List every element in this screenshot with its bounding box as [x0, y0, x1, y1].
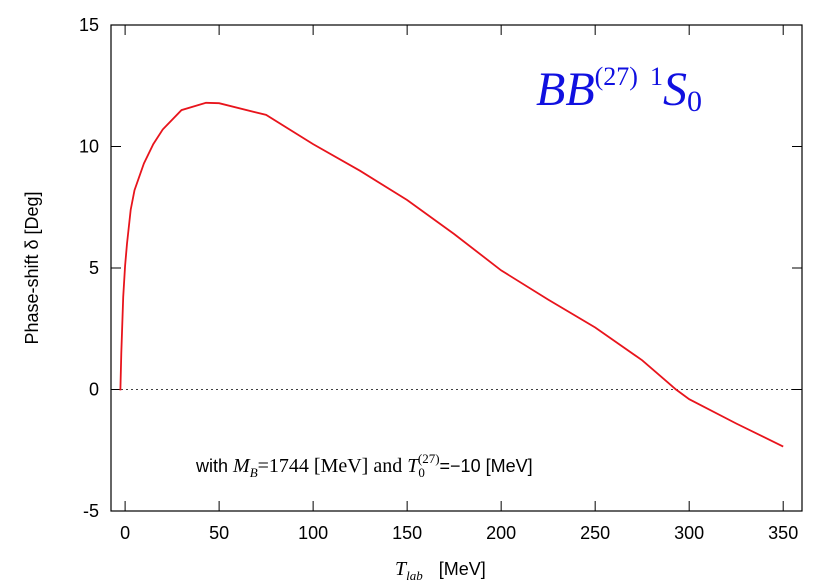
annotation-part: T — [407, 455, 420, 477]
x-label-part: [MeV] — [439, 559, 486, 579]
x-tick-label: 0 — [120, 523, 130, 543]
x-tick-label: 50 — [209, 523, 229, 543]
title-part: (27) — [595, 62, 638, 91]
y-tick-label: 15 — [79, 15, 99, 35]
title-part: S — [663, 63, 687, 116]
annotation-part: =−10 [MeV] — [440, 456, 533, 476]
annotation-part: =1744 [MeV] and — [258, 455, 408, 477]
x-tick-label: 350 — [768, 523, 798, 543]
annotation-part: M — [232, 455, 251, 477]
annotation-part: B — [250, 465, 258, 480]
title-part: BB — [536, 63, 595, 116]
x-tick-label: 200 — [486, 523, 516, 543]
y-tick-label: 0 — [89, 380, 99, 400]
x-tick-label: 100 — [298, 523, 328, 543]
annotation-part: 0 — [418, 465, 425, 480]
x-label-part: lab — [406, 568, 423, 581]
title-part: 1 — [650, 62, 663, 91]
x-tick-label: 150 — [392, 523, 422, 543]
y-tick-label: -5 — [83, 501, 99, 521]
annotation-part: with — [195, 456, 233, 476]
annotation: with MB=1744 [MeV] and T0(27)=−10 [MeV] — [195, 451, 533, 480]
data-line — [119, 101, 784, 448]
y-axis-label: Phase-shift δ [Deg] — [22, 191, 42, 344]
chart-title: BB(27) 1S0 — [536, 62, 702, 118]
y-tick-label: 5 — [89, 258, 99, 278]
x-tick-label: 300 — [674, 523, 704, 543]
title-part: 0 — [687, 85, 702, 118]
y-tick-label: 10 — [79, 137, 99, 157]
x-axis-label: Tlab [MeV] — [395, 558, 486, 581]
x-label-part: T — [395, 558, 408, 580]
annotation-part: (27) — [418, 451, 440, 466]
x-tick-label: 250 — [580, 523, 610, 543]
